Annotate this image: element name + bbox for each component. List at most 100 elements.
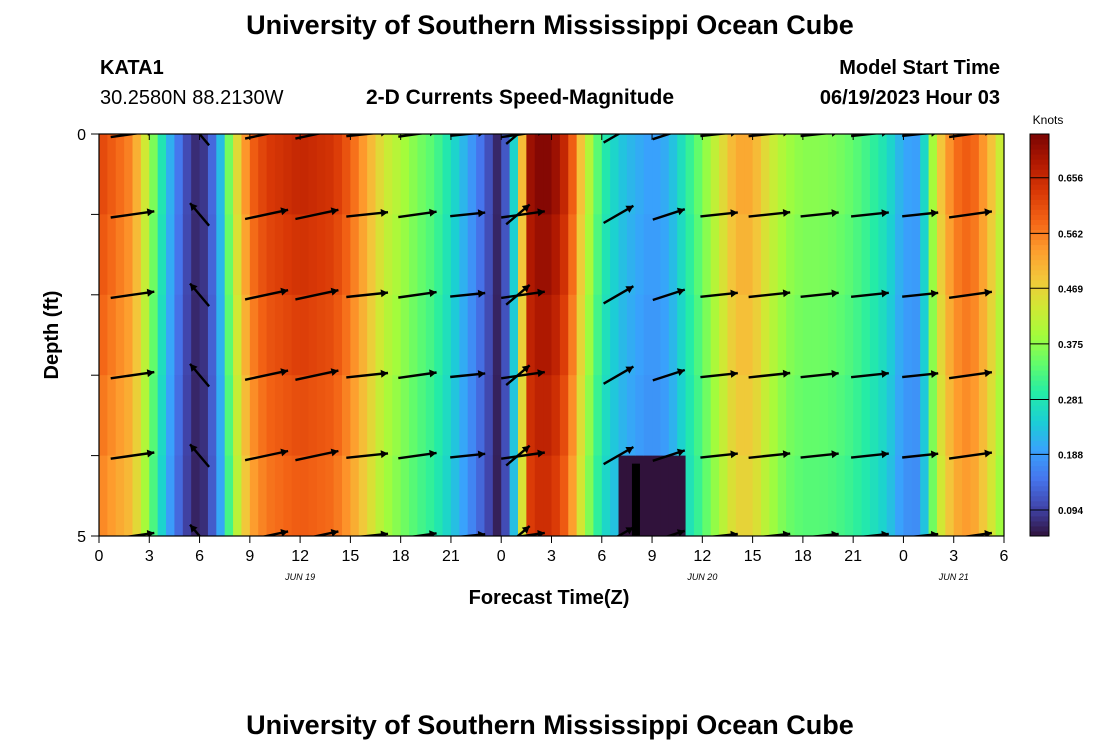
heatmap-cell: [585, 294, 594, 376]
heatmap-cell: [258, 214, 268, 296]
colorbar-swatch: [1030, 425, 1049, 431]
speed-heatmap-chart: 0 3 6 9 12 15 18 21 0 3 6 9 12 15 18 21 0 3 6 JUN 19 JUN 20 J…: [41, 113, 1083, 609]
heatmap-cell: [99, 455, 108, 536]
heatmap-cell: [199, 455, 209, 536]
heatmap-cell: [182, 134, 192, 215]
heatmap-cell: [484, 134, 494, 215]
x-tick-label: 12: [291, 548, 309, 565]
heatmap-cell: [970, 134, 980, 215]
heatmap-cell: [677, 214, 687, 296]
current-vector: [652, 368, 686, 382]
heatmap-cell: [467, 294, 477, 376]
heatmap-cell: [149, 455, 159, 536]
colorbar-swatch: [1030, 184, 1049, 190]
heatmap-cell: [157, 294, 167, 376]
heatmap-cell: [702, 134, 712, 215]
heatmap-cell: [476, 134, 486, 215]
current-vector: [858, 530, 889, 536]
vector-head: [330, 529, 339, 536]
heatmap-cell: [786, 455, 796, 536]
heatmap-cell: [702, 214, 712, 296]
vector-head: [625, 205, 634, 213]
colorbar-swatch: [1030, 159, 1049, 165]
vector-shaft: [902, 134, 932, 138]
heatmap-cell: [576, 455, 586, 536]
heatmap-cell: [635, 375, 645, 457]
current-vector: [189, 202, 211, 227]
heatmap-cell: [526, 375, 536, 457]
heatmap-cell: [367, 214, 377, 296]
current-vector: [398, 369, 437, 380]
vector-shaft: [110, 290, 155, 300]
heatmap-cell: [216, 294, 226, 376]
heatmap-cell: [434, 134, 444, 215]
colorbar-swatch: [1030, 335, 1049, 341]
vector-head: [782, 369, 791, 378]
vector-shaft: [295, 369, 339, 381]
heatmap-cell: [266, 134, 276, 215]
heatmap-cell: [492, 455, 502, 536]
heatmap-cell: [794, 455, 804, 536]
current-vector: [110, 369, 155, 380]
heatmap-cell: [903, 214, 913, 296]
heatmap-cell: [987, 455, 997, 536]
heatmap-cell: [995, 375, 1004, 457]
date-label: JUN 19: [284, 572, 315, 582]
heatmap-cell: [534, 134, 544, 215]
vector-shaft: [244, 208, 289, 221]
heatmap-cell: [945, 134, 955, 215]
heatmap-cell: [157, 134, 167, 215]
vector-head: [146, 369, 155, 378]
heatmap-cell: [501, 294, 511, 376]
vector-head: [429, 530, 437, 536]
heatmap-cell: [735, 134, 745, 215]
heatmap-cell: [626, 294, 636, 376]
heatmap-cell: [777, 294, 787, 376]
colorbar-swatch: [1030, 530, 1049, 537]
current-vector: [346, 369, 389, 379]
heatmap-cell: [978, 375, 988, 457]
vector-shaft: [295, 134, 323, 140]
colorbar-tick-label: 0.562: [1058, 229, 1083, 240]
heatmap-cell: [962, 134, 972, 215]
heatmap-cell: [953, 455, 963, 536]
current-vector: [505, 134, 520, 145]
heatmap-cell: [710, 214, 720, 296]
heatmap-cell: [266, 214, 276, 296]
heatmap-cell: [559, 294, 569, 376]
heatmap-cell: [828, 214, 838, 296]
heatmap-cell: [442, 294, 452, 376]
heatmap-cell: [962, 375, 972, 457]
date-label: JUN 20: [686, 572, 717, 582]
vector-shaft: [110, 370, 155, 380]
heatmap-cell: [258, 134, 268, 215]
heatmap-cell: [492, 294, 502, 376]
heatmap-cell: [911, 375, 921, 457]
heatmap-cell: [174, 134, 184, 215]
vector-head: [676, 288, 685, 296]
heatmap-cell: [517, 455, 527, 536]
heatmap-cell: [174, 294, 184, 376]
current-vector: [346, 289, 389, 299]
current-vector: [408, 530, 437, 536]
heatmap-cell: [409, 214, 419, 296]
heatmap-cell: [425, 375, 435, 457]
heatmap-cell: [610, 214, 620, 296]
heatmap-cell: [467, 134, 477, 215]
vector-head: [280, 207, 289, 216]
heatmap-cell: [350, 375, 360, 457]
current-vector: [850, 209, 889, 218]
colorbar-swatch: [1030, 405, 1049, 411]
colorbar: 0.094 0.188 0.281 0.375 0.469 0.562 0.656: [1029, 133, 1083, 537]
colorbar-swatch: [1030, 289, 1049, 296]
vector-head: [881, 209, 889, 218]
current-vector: [800, 369, 839, 379]
heatmap-cell: [551, 375, 561, 457]
heatmap-cell: [107, 294, 117, 376]
heatmap-cell: [861, 455, 871, 536]
heatmap-cell: [585, 214, 594, 296]
heatmap-cell: [325, 375, 335, 457]
heatmap-cell: [425, 455, 435, 536]
heatmap-cell: [769, 134, 779, 215]
heatmap-cell: [233, 294, 243, 376]
